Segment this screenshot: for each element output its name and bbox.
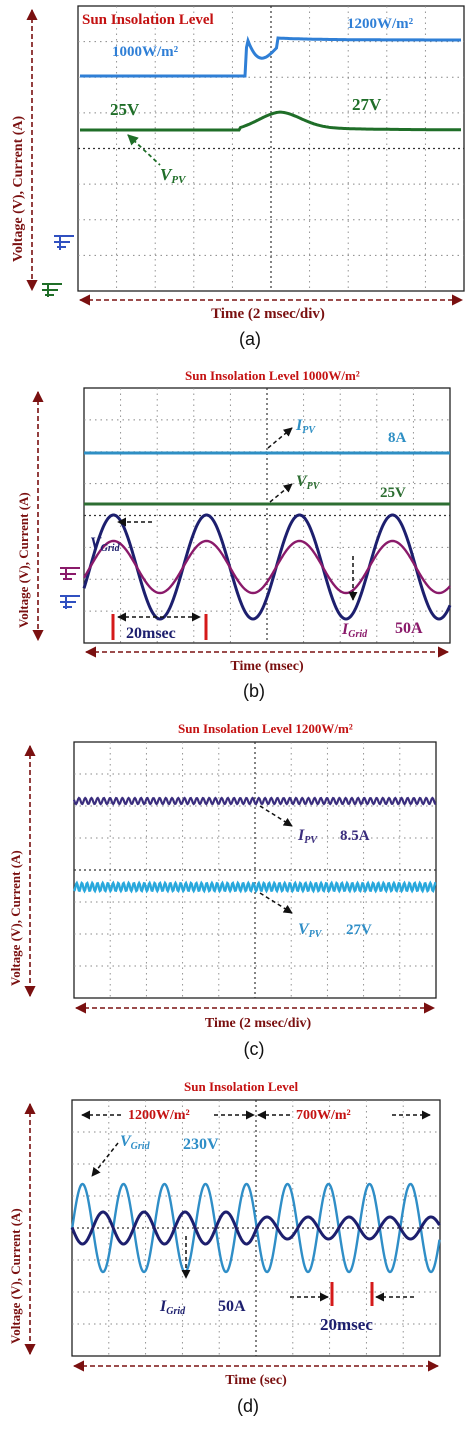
panel-a: Sun Insolation Level 1200W/m² 1000W/m² 2… bbox=[11, 5, 465, 349]
panel-c-ylabel: Voltage (V), Current (A) bbox=[8, 850, 23, 986]
panel-a-v-after: 27V bbox=[352, 95, 382, 114]
panel-b-vpv-arrow bbox=[269, 483, 293, 503]
panel-a-insol-before: 1000W/m² bbox=[112, 44, 179, 60]
panel-d-period-label: 20msec bbox=[320, 1315, 373, 1334]
panel-a-v-before: 25V bbox=[110, 100, 140, 119]
panel-c-title: Sun Insolation Level 1200W/m² bbox=[178, 721, 353, 736]
panel-d-vgrid-trace bbox=[70, 1182, 441, 1274]
panel-b-vpv-value: 25V bbox=[380, 485, 406, 501]
panel-c-ipv-trace bbox=[72, 796, 437, 806]
panel-a-vpv-label: VPV bbox=[160, 165, 187, 186]
panel-b-igrid-value: 50A bbox=[395, 620, 423, 637]
panel-b-ipv-value: 8A bbox=[388, 430, 407, 446]
panel-c-ipv-label: IPV bbox=[297, 827, 318, 846]
panel-d-ylabel: Voltage (V), Current (A) bbox=[8, 1208, 23, 1344]
panel-a-title: Sun Insolation Level bbox=[82, 12, 214, 28]
panel-c-xlabel: Time (2 msec/div) bbox=[205, 1016, 312, 1031]
caption-d: (d) bbox=[237, 1396, 259, 1416]
panel-c: Sun Insolation Level 1200W/m² IPV 8.5A V… bbox=[8, 721, 437, 1059]
panel-b-igrid-trace bbox=[82, 539, 451, 595]
panel-d-title: Sun Insolation Level bbox=[184, 1079, 299, 1094]
panel-c-vpv-trace bbox=[73, 880, 437, 894]
panel-d-vgrid-label: VGrid bbox=[120, 1133, 151, 1152]
panel-b-vgrid-label: VGrid bbox=[90, 535, 121, 554]
panel-c-vpv-arrow bbox=[259, 892, 293, 914]
caption-b: (b) bbox=[243, 681, 265, 701]
panel-c-ipv-arrow bbox=[259, 805, 293, 827]
panel-b-ipv-arrow bbox=[267, 427, 293, 449]
panel-b-title: Sun Insolation Level 1000W/m² bbox=[185, 368, 360, 383]
panel-a-vpv-trace bbox=[80, 110, 461, 132]
panel-a-xlabel: Time (2 msec/div) bbox=[211, 306, 325, 322]
panel-b-ipv-label: IPV bbox=[295, 417, 316, 436]
panel-d-igrid-trace bbox=[70, 1210, 441, 1246]
panel-d-igrid-label: IGrid bbox=[159, 1298, 186, 1317]
panel-b-period-label: 20msec bbox=[126, 625, 176, 642]
panel-d-vgrid-value: 230V bbox=[183, 1136, 219, 1153]
panel-b-xlabel: Time (msec) bbox=[230, 659, 304, 674]
panel-a-vpv-arrow bbox=[127, 134, 161, 166]
panel-d: Sun Insolation Level 1200W/m² 700W/m² VG… bbox=[8, 1079, 441, 1416]
panel-a-ylabel: Voltage (V), Current (A) bbox=[11, 115, 26, 262]
panel-c-ipv-value: 8.5A bbox=[340, 828, 370, 844]
panel-b-igrid-label: IGrid bbox=[341, 621, 368, 640]
caption-c: (c) bbox=[244, 1039, 265, 1059]
panel-d-seg1-label: 1200W/m² bbox=[128, 1108, 190, 1123]
panel-b-vgrid-trace bbox=[82, 513, 452, 621]
panel-b-vpv-label: VPV bbox=[296, 473, 321, 492]
panel-b-ylabel: Voltage (V), Current (A) bbox=[16, 492, 31, 628]
panel-b-ground-markers bbox=[60, 567, 80, 609]
panel-c-vpv-label: VPV bbox=[298, 921, 323, 940]
panel-d-xlabel: Time (sec) bbox=[225, 1373, 287, 1388]
panel-a-ground-markers bbox=[42, 235, 74, 297]
panel-c-vpv-value: 27V bbox=[346, 922, 372, 938]
panel-c-grid bbox=[74, 742, 436, 998]
panel-d-seg2-label: 700W/m² bbox=[296, 1108, 351, 1123]
panel-b: Sun Insolation Level 1000W/m² IPV 8A VPV… bbox=[16, 368, 452, 701]
panel-d-vgrid-arrow bbox=[91, 1142, 119, 1177]
panel-d-igrid-value: 50A bbox=[218, 1298, 246, 1315]
caption-a: (a) bbox=[239, 329, 261, 349]
panel-a-insol-after: 1200W/m² bbox=[347, 16, 414, 32]
panel-a-insolation-trace bbox=[80, 35, 461, 78]
